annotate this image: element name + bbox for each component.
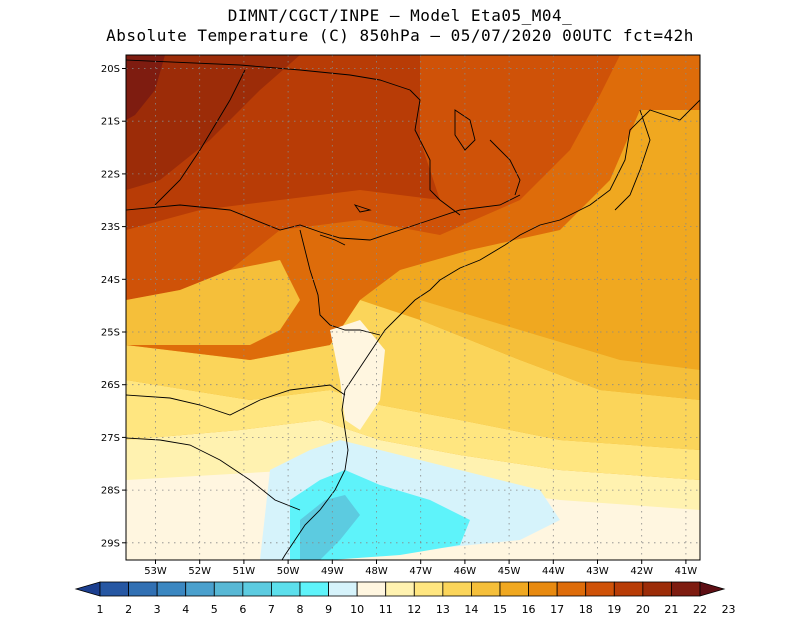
colorbar-box: [499, 581, 529, 597]
colorbar-label: 21: [664, 603, 678, 616]
colorbar-label: 22: [693, 603, 707, 616]
field-band-gold: [126, 300, 700, 450]
lat-label: 27S: [101, 433, 120, 444]
colorbar-label: 2: [125, 603, 132, 616]
state-border-1: [126, 194, 521, 241]
field-band-coast-pale: [330, 320, 385, 430]
lat-label: 28S: [101, 486, 120, 497]
state-border-5: [126, 437, 301, 511]
colorbar-box: [213, 581, 244, 597]
colorbar-label: 16: [522, 603, 536, 616]
colorbar-label: 8: [297, 603, 304, 616]
lon-label: 51W: [233, 566, 256, 577]
lon-label: 52W: [188, 566, 211, 577]
lat-label: 21S: [101, 117, 120, 128]
lon-label: 48W: [365, 566, 388, 577]
plot-frame: [125, 54, 701, 561]
colorbar-label: 7: [268, 603, 275, 616]
state-border-4: [126, 384, 346, 416]
field-band-darker-red: [126, 55, 300, 190]
colorbar-box: [385, 581, 415, 597]
colorbar-label: 1: [97, 603, 104, 616]
colorbar-box: [271, 581, 301, 597]
lon-label: 43W: [586, 566, 609, 577]
lon-label: 50W: [277, 566, 300, 577]
colorbar-label: 14: [464, 603, 478, 616]
lat-label: 22S: [101, 169, 120, 180]
state-border-9: [126, 59, 411, 91]
colorbar-box: [471, 581, 501, 597]
lon-label: 53W: [144, 566, 167, 577]
colorbar-box: [671, 581, 701, 597]
state-border-6: [299, 229, 381, 336]
lat-label: 26S: [101, 380, 120, 391]
field-band-teal: [300, 495, 360, 560]
latitude-axis: 20S 21S 22S 23S 24S 25S 26S 27S 28S 29S: [101, 64, 126, 549]
colorbar-label: 23: [722, 603, 736, 616]
graticule: [126, 55, 700, 560]
colorbar-box: [585, 581, 615, 597]
colorbar-box: [99, 581, 129, 597]
colorbar-label: 10: [350, 603, 364, 616]
colorbar-box: [356, 581, 387, 597]
colorbar-left-arrow: [74, 581, 101, 597]
lon-label: 46W: [454, 566, 477, 577]
lat-label: 20S: [101, 64, 120, 75]
colorbar-label: 19: [607, 603, 621, 616]
field-band-yellow: [126, 380, 700, 480]
colorbar-label: 12: [407, 603, 421, 616]
colorbar-box: [242, 581, 272, 597]
colorbar-label: 13: [436, 603, 450, 616]
chart-title-line-1: DIMNT/CGCT/INPE — Model Eta05_M04_: [227, 6, 573, 25]
colorbar-box: [128, 581, 158, 597]
colorbar-box: [413, 581, 444, 597]
lat-label: 29S: [101, 538, 120, 549]
colorbar-box: [642, 581, 672, 597]
lon-label: 41W: [675, 566, 698, 577]
field-band-west-orange: [126, 260, 300, 345]
field-band-darkest: [126, 55, 165, 120]
lon-label: 49W: [321, 566, 344, 577]
colorbar-label: 15: [493, 603, 507, 616]
colorbar-right-arrow: [699, 581, 726, 597]
colorbar-label: 5: [211, 603, 218, 616]
colorbar-label: 11: [379, 603, 393, 616]
longitude-axis: 53W 52W 51W 50W 49W 48W 47W 46W 45W 44W 43W 42W 41W: [144, 560, 697, 577]
colorbar-label: 9: [325, 603, 332, 616]
map-borders: [126, 59, 700, 560]
colorbar-box: [299, 581, 329, 597]
lon-label: 45W: [498, 566, 521, 577]
colorbar-label: 6: [239, 603, 246, 616]
chart-title-line-2: Absolute Temperature (C) 850hPa — 05/07/…: [106, 26, 694, 45]
lon-label: 42W: [630, 566, 653, 577]
lat-label: 23S: [101, 222, 120, 233]
lon-label: 44W: [542, 566, 565, 577]
colorbar-box: [528, 581, 558, 597]
lat-label: 24S: [101, 275, 120, 286]
state-border-7: [489, 139, 521, 196]
colorbar-label: 4: [182, 603, 189, 616]
state-border-3: [154, 69, 246, 206]
colorbar-box: [556, 581, 587, 597]
coastline: [281, 99, 700, 560]
lon-label: 47W: [409, 566, 432, 577]
temperature-field: [126, 55, 700, 560]
colorbar-box: [156, 581, 187, 597]
state-border-2: [409, 89, 461, 216]
lat-label: 25S: [101, 328, 120, 339]
colorbar-box: [442, 581, 472, 597]
colorbar-label: 3: [154, 603, 161, 616]
colorbar: 1 2 3 4 5 6 7 8 9 10 11 12 13 14 15 16 17 18 19 20 21 22 23: [74, 581, 736, 616]
colorbar-label: 18: [579, 603, 593, 616]
colorbar-label: 20: [636, 603, 650, 616]
lakes: [319, 109, 476, 246]
field-band-orange: [420, 300, 700, 400]
state-border-8: [614, 109, 651, 211]
colorbar-box: [613, 581, 644, 597]
colorbar-box: [185, 581, 215, 597]
colorbar-box: [328, 581, 358, 597]
colorbar-label: 17: [550, 603, 564, 616]
